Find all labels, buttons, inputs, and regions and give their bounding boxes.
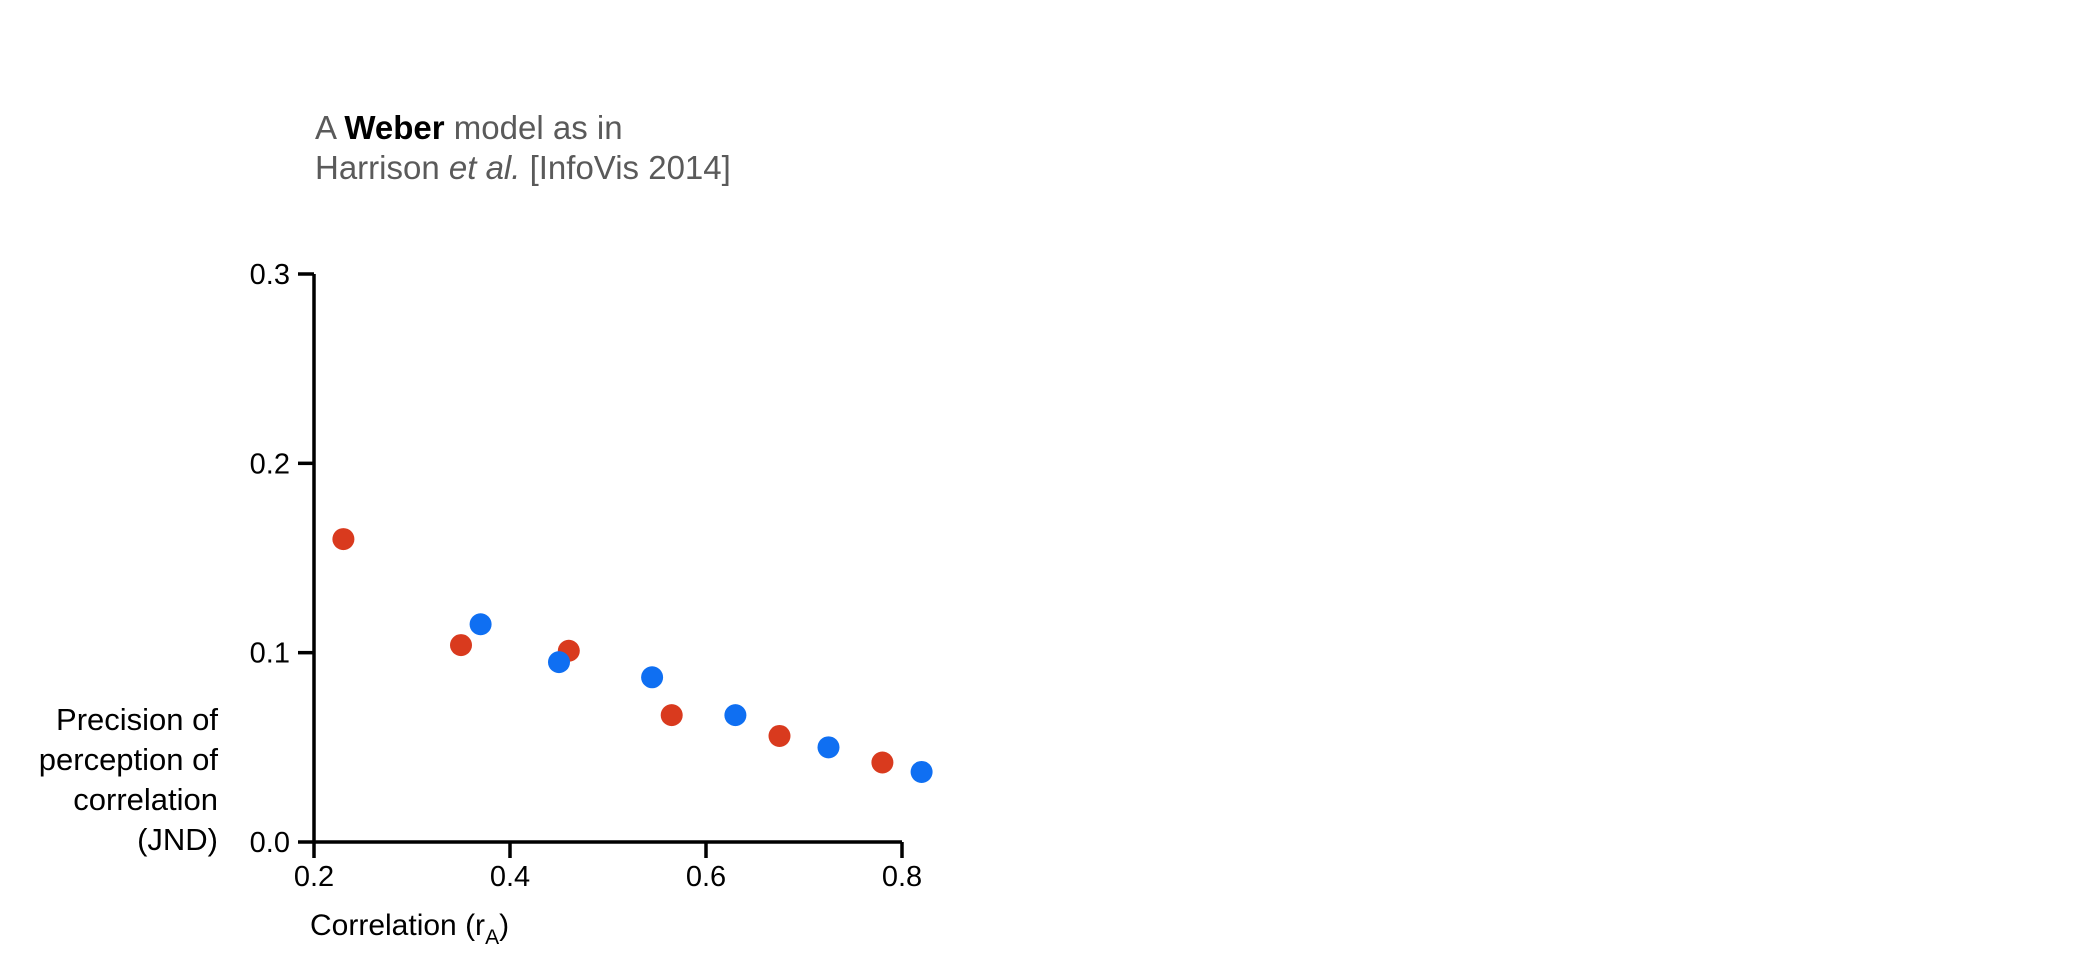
x-axis-title: Correlation (rA) <box>310 909 509 949</box>
x-tick-label: 0.6 <box>686 861 726 893</box>
data-point <box>768 724 791 747</box>
axes: 0.2 0.4 0.6 0.8 0.0 0.1 0.2 0.3 <box>250 259 922 893</box>
data-point <box>910 760 933 783</box>
title-bold-word: Weber <box>344 109 445 146</box>
x-tick-label: 0.4 <box>490 861 530 893</box>
x-tick-label: 0.8 <box>882 861 922 893</box>
y-tick-label: 0.3 <box>250 259 290 291</box>
chart-title-line-2: Harrison et al. [InfoVis 2014] <box>315 148 731 188</box>
x-axis-title-subscript: A <box>485 926 499 949</box>
y-axis-title-line-4: (JND) <box>137 822 218 857</box>
title-author: Harrison <box>315 149 449 186</box>
title-prefix: A <box>315 109 345 146</box>
chart-title-line-1: A Weber model as in <box>315 108 731 148</box>
data-point <box>871 751 894 774</box>
y-tick-label: 0.0 <box>250 827 290 859</box>
y-tick-label: 0.2 <box>250 448 290 480</box>
x-axis-title-main: Correlation (r <box>310 909 485 942</box>
y-tick-label: 0.1 <box>250 638 290 670</box>
data-point <box>450 634 472 657</box>
x-tick-label: 0.2 <box>294 861 334 893</box>
data-point <box>817 736 840 759</box>
y-axis-title: Precision of perception of correlation (… <box>39 700 218 860</box>
data-point <box>332 528 355 551</box>
data-point <box>660 704 683 727</box>
data-point <box>724 704 747 727</box>
chart-title: A Weber model as in Harrison et al. [Inf… <box>315 108 731 188</box>
y-axis-title-line-1: Precision of <box>56 702 218 737</box>
data-point <box>641 666 664 689</box>
title-venue: [InfoVis 2014] <box>520 149 731 186</box>
y-axis-title-line-3: correlation <box>73 782 218 817</box>
data-point <box>548 651 570 674</box>
data-points <box>332 528 933 783</box>
title-et-al: et al. <box>448 149 521 186</box>
y-axis-title-line-2: perception of <box>38 742 218 777</box>
data-point <box>469 613 492 636</box>
title-middle: model as in <box>444 109 623 146</box>
x-axis-title-close: ) <box>499 909 509 942</box>
